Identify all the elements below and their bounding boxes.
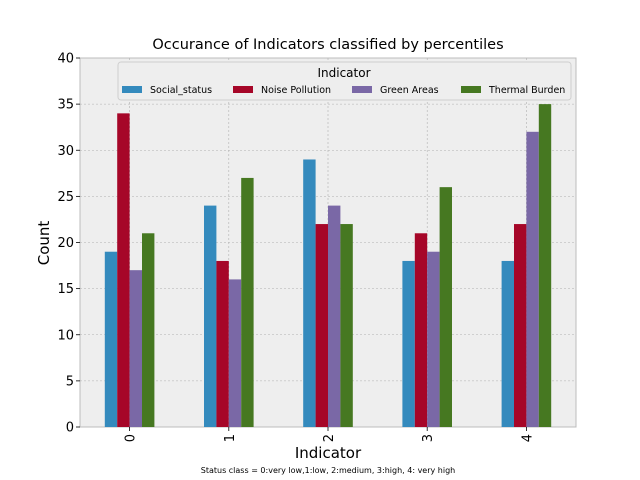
bar — [328, 205, 341, 427]
bar — [117, 113, 130, 427]
y-tick-label: 10 — [57, 328, 74, 343]
y-tick-label: 35 — [57, 98, 74, 113]
legend-label: Noise Pollution — [261, 85, 331, 96]
legend-swatch — [352, 86, 372, 93]
bar — [514, 224, 527, 427]
bar — [501, 260, 514, 427]
legend-title: Indicator — [317, 66, 370, 80]
legend-items: Social_status Noise Pollution Green Areas T… — [122, 85, 565, 96]
bar — [340, 224, 353, 427]
legend: Indicator Social_status Noise Pollution Gr… — [117, 61, 572, 101]
bar — [303, 159, 316, 427]
legend-swatch — [461, 86, 481, 93]
bar — [538, 104, 552, 427]
x-axis-label: Indicator — [295, 444, 362, 462]
legend-swatch — [122, 86, 142, 93]
y-tick-label: 20 — [57, 236, 74, 251]
legend-box — [117, 61, 572, 101]
bar — [526, 131, 539, 428]
x-tick-label: 0 — [124, 434, 139, 442]
bar — [414, 233, 428, 427]
y-axis-label: Count — [35, 221, 53, 266]
bar — [216, 260, 229, 427]
bar — [315, 224, 328, 427]
bar — [241, 177, 254, 427]
bar — [402, 260, 415, 427]
bars — [104, 104, 552, 428]
legend-label: Social_status — [150, 85, 212, 96]
chart-title: Occurance of Indicators classified by pe… — [152, 37, 503, 53]
chart-caption: Status class = 0:very low,1:low, 2:mediu… — [201, 466, 455, 475]
x-tick-label: 3 — [421, 434, 436, 442]
legend-swatch — [233, 86, 253, 93]
legend-label: Green Areas — [380, 85, 439, 96]
bar — [228, 279, 242, 427]
x-axis-ticks: 0 1 2 3 4 — [124, 427, 535, 442]
x-tick-label: 4 — [520, 434, 535, 442]
bar — [129, 270, 142, 427]
bar — [204, 205, 217, 427]
y-tick-label: 15 — [57, 282, 74, 297]
y-tick-label: 25 — [57, 190, 74, 205]
bar — [104, 251, 118, 427]
x-tick-label: 1 — [223, 434, 238, 442]
bar — [439, 187, 452, 427]
y-axis-ticks: 0 5 10 15 20 25 30 35 40 — [57, 52, 80, 436]
bar — [427, 251, 440, 427]
y-tick-label: 0 — [66, 421, 74, 436]
legend-label: Thermal Burden — [488, 85, 565, 96]
bar — [142, 233, 155, 427]
y-tick-label: 30 — [57, 144, 74, 159]
x-tick-label: 2 — [322, 434, 337, 442]
y-tick-label: 5 — [66, 374, 74, 389]
y-tick-label: 40 — [57, 52, 74, 67]
